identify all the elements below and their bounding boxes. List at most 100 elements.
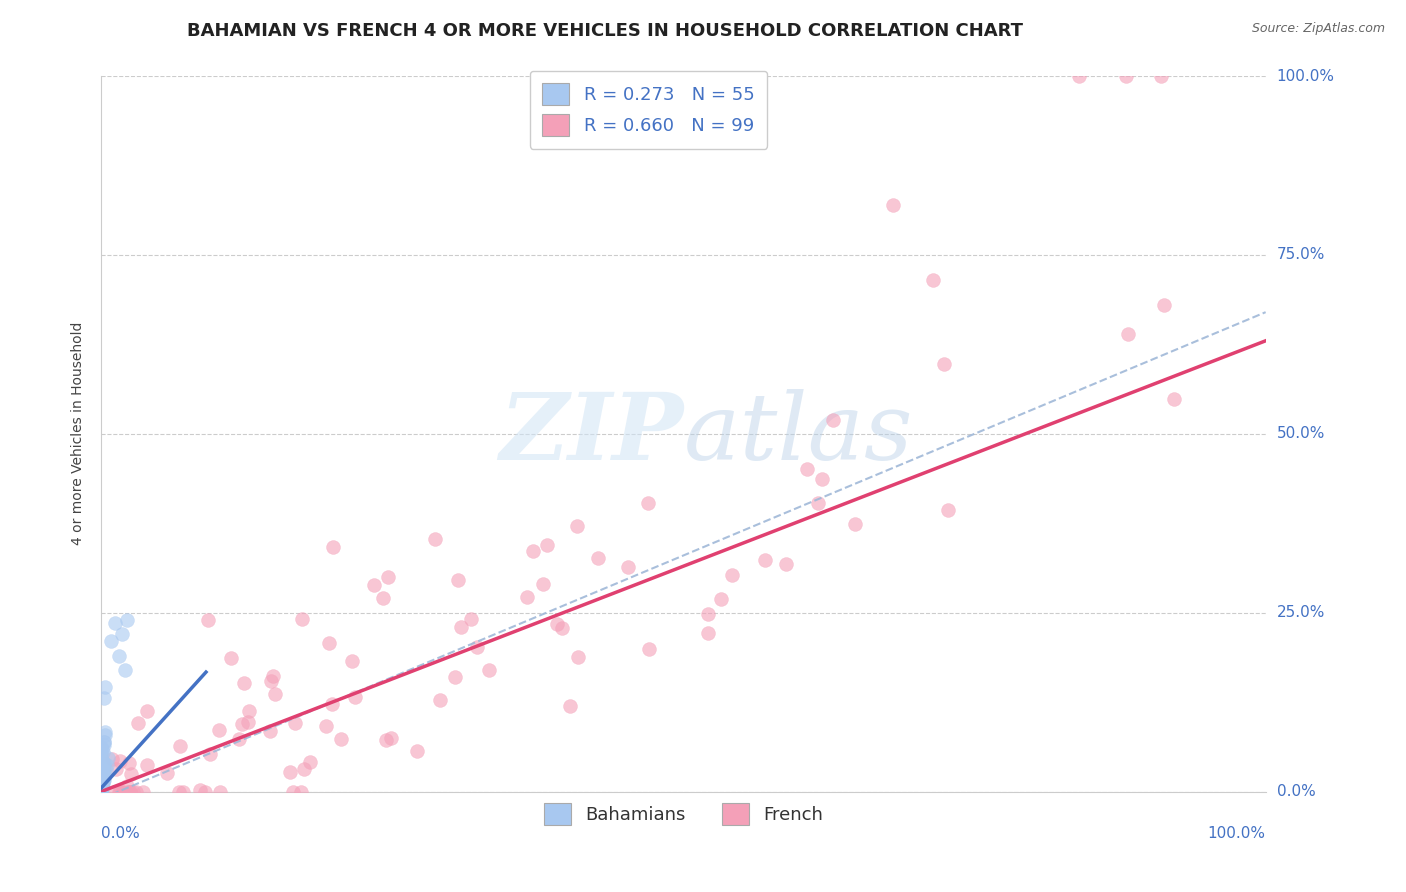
- Point: [371, 591, 394, 605]
- Point: [617, 560, 640, 574]
- Point: [120, 767, 142, 781]
- Point: [91, 773, 114, 788]
- Point: [91, 742, 114, 756]
- Point: [696, 626, 718, 640]
- Point: [922, 273, 945, 287]
- Point: [93, 770, 115, 784]
- Point: [96, 758, 118, 772]
- Point: [90, 772, 112, 787]
- Point: [93, 680, 115, 694]
- Text: 100.0%: 100.0%: [1208, 826, 1265, 841]
- Point: [460, 611, 482, 625]
- Point: [208, 784, 231, 798]
- Point: [775, 557, 797, 571]
- Point: [91, 766, 114, 780]
- Point: [104, 762, 127, 776]
- Point: [283, 784, 305, 798]
- Point: [465, 640, 488, 655]
- Point: [135, 704, 157, 718]
- Point: [90, 776, 112, 790]
- Point: [329, 731, 352, 746]
- Point: [90, 772, 112, 787]
- Point: [516, 591, 538, 605]
- Point: [101, 752, 124, 766]
- Point: [115, 779, 138, 793]
- Text: Source: ZipAtlas.com: Source: ZipAtlas.com: [1251, 22, 1385, 36]
- Point: [546, 617, 568, 632]
- Text: 75.0%: 75.0%: [1277, 247, 1324, 262]
- Point: [291, 612, 314, 626]
- Point: [638, 641, 661, 656]
- Point: [90, 781, 112, 796]
- Point: [90, 776, 112, 790]
- Point: [236, 715, 259, 730]
- Point: [93, 738, 115, 752]
- Point: [108, 784, 131, 798]
- Point: [823, 413, 845, 427]
- Point: [720, 568, 742, 582]
- Point: [558, 699, 581, 714]
- Text: atlas: atlas: [683, 389, 912, 479]
- Point: [425, 532, 447, 546]
- Point: [167, 784, 190, 798]
- Point: [115, 613, 138, 627]
- Point: [807, 496, 830, 510]
- Point: [118, 784, 141, 798]
- Point: [93, 690, 115, 705]
- Point: [93, 773, 115, 788]
- Point: [103, 784, 125, 798]
- Text: 25.0%: 25.0%: [1277, 605, 1324, 620]
- Text: 100.0%: 100.0%: [1277, 69, 1334, 84]
- Point: [90, 784, 112, 798]
- Point: [262, 669, 284, 683]
- Point: [380, 731, 402, 745]
- Point: [93, 745, 115, 759]
- Point: [97, 751, 120, 765]
- Point: [127, 715, 149, 730]
- Point: [90, 759, 112, 773]
- Point: [117, 784, 139, 798]
- Point: [90, 766, 112, 780]
- Point: [259, 673, 281, 688]
- Point: [90, 778, 112, 792]
- Point: [315, 719, 337, 733]
- Point: [450, 620, 472, 634]
- Point: [198, 747, 221, 761]
- Text: 0.0%: 0.0%: [1277, 784, 1316, 799]
- Point: [90, 778, 112, 792]
- Point: [120, 784, 142, 798]
- Point: [447, 573, 470, 587]
- Point: [322, 540, 344, 554]
- Point: [363, 577, 385, 591]
- Text: 0.0%: 0.0%: [101, 826, 141, 841]
- Point: [343, 690, 366, 705]
- Point: [90, 750, 112, 764]
- Point: [710, 592, 733, 607]
- Point: [100, 634, 122, 648]
- Point: [588, 550, 610, 565]
- Point: [522, 543, 544, 558]
- Point: [91, 772, 114, 786]
- Point: [90, 746, 112, 760]
- Point: [122, 784, 145, 798]
- Point: [90, 780, 112, 794]
- Point: [796, 461, 818, 475]
- Text: 50.0%: 50.0%: [1277, 426, 1324, 442]
- Point: [444, 671, 467, 685]
- Point: [136, 757, 159, 772]
- Point: [882, 198, 904, 212]
- Point: [190, 783, 212, 797]
- Point: [169, 739, 191, 754]
- Point: [231, 716, 253, 731]
- Point: [91, 755, 114, 769]
- Point: [90, 756, 112, 771]
- Point: [90, 782, 112, 797]
- Point: [298, 755, 321, 769]
- Point: [93, 756, 115, 771]
- Point: [156, 765, 179, 780]
- Point: [936, 503, 959, 517]
- Point: [91, 776, 114, 790]
- Point: [90, 772, 112, 786]
- Point: [94, 725, 117, 739]
- Y-axis label: 4 or more Vehicles in Household: 4 or more Vehicles in Household: [72, 322, 86, 546]
